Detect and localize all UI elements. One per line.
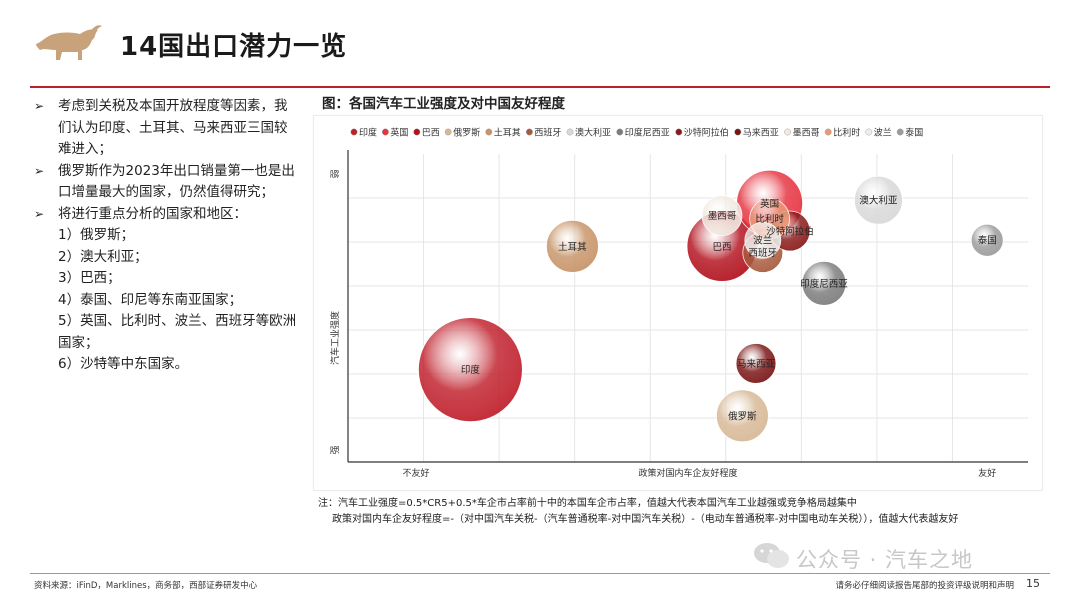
x-tick-label-right: 友好 bbox=[978, 467, 996, 479]
legend-label: 马来西亚 bbox=[743, 128, 779, 139]
legend-label: 巴西 bbox=[422, 128, 440, 139]
legend-marker bbox=[382, 128, 389, 136]
legend-label: 比利时 bbox=[833, 127, 860, 139]
bubble-label: 西班牙 bbox=[749, 247, 778, 259]
legend-label: 印度 bbox=[359, 127, 377, 139]
legend-marker bbox=[675, 128, 683, 136]
chart-note: 注：汽车工业强度=0.5*CR5+0.5*车企市占率前十中的本国车企市占率，值越… bbox=[318, 496, 958, 528]
y-tick-label-bottom: 强 bbox=[330, 445, 341, 454]
legend-label: 墨西哥 bbox=[793, 128, 820, 139]
arrow-bullet-icon: ➢ bbox=[34, 99, 45, 113]
bubble-label: 俄罗斯 bbox=[728, 410, 757, 422]
bubble bbox=[715, 389, 769, 443]
bullet-item: ➢ 俄罗斯作为2023年出口销量第一也是出口增量最大的国家，仍然值得研究； bbox=[34, 161, 300, 204]
bullet-item: ➢ 将进行重点分析的国家和地区： bbox=[34, 204, 300, 226]
bullet-text: 俄罗斯作为2023年出口销量第一也是出口增量最大的国家，仍然值得研究； bbox=[58, 162, 295, 201]
bubble-label: 泰国 bbox=[978, 235, 997, 247]
bubble bbox=[545, 219, 599, 273]
disclaimer-text: 请务必仔细阅读报告尾部的投资评级说明和声明 bbox=[835, 581, 1014, 591]
bullet-item: ➢ 考虑到关税及本国开放程度等因素，我们认为印度、土耳其、马来西亚三国较难进入； bbox=[34, 96, 300, 161]
chart-frame: 印度 英国 巴西 俄罗斯 土耳其 西班牙 澳大利亚 印度尼西亚 沙特阿拉伯 马来西亚 墨西哥 比利时波… bbox=[314, 116, 1042, 490]
legend-label: 泰国 bbox=[905, 127, 923, 139]
bubble bbox=[735, 343, 777, 384]
bubble bbox=[801, 260, 847, 306]
legend-marker bbox=[444, 128, 452, 136]
legend-marker bbox=[734, 128, 742, 136]
sub-item: 3）巴西； bbox=[58, 270, 121, 286]
legend-label: 沙特阿拉伯 bbox=[684, 127, 729, 139]
legend-label: 西班牙 bbox=[534, 127, 561, 139]
legend-marker bbox=[485, 128, 493, 136]
legend-marker bbox=[896, 128, 904, 136]
y-axis-label: 汽车工业强度 bbox=[329, 311, 341, 365]
bubble-label: 墨西哥 bbox=[708, 211, 737, 222]
chart-legend: 印度 英国 巴西 俄罗斯 土耳其 西班牙 澳大利亚 印度尼西亚 沙特阿拉伯 马来西亚 墨西哥 比利时 波… bbox=[350, 127, 923, 139]
title-divider bbox=[30, 86, 1050, 88]
bubble bbox=[701, 195, 743, 236]
note-line-2: 政策对国内车企友好程度=-（对中国汽车关税-（汽车普通税率-对中国汽车关税）-（… bbox=[332, 514, 959, 525]
sub-item: 2）澳大利亚； bbox=[58, 248, 148, 265]
page-title: 14国出口潜力一览 bbox=[120, 32, 348, 62]
legend-label: 土耳其 bbox=[494, 127, 521, 139]
footer-divider bbox=[30, 573, 1050, 574]
legend-marker bbox=[616, 128, 624, 136]
bubble-label: 巴西 bbox=[712, 242, 731, 253]
x-tick-label-left: 不友好 bbox=[402, 467, 429, 479]
legend-label: 印度尼西亚 bbox=[625, 127, 670, 139]
arrow-bullet-icon: ➢ bbox=[34, 163, 45, 178]
bubble-label: 澳大利亚 bbox=[859, 195, 898, 207]
bubble-label: 波兰 bbox=[753, 235, 772, 247]
y-tick-label-top: 弱 bbox=[330, 169, 341, 178]
chart-heading: 图：各国汽车工业强度及对中国友好程度 bbox=[322, 96, 565, 112]
sub-item: 6）沙特等中东国家。 bbox=[58, 356, 189, 372]
bullet-text: 考虑到关税及本国开放程度等因素，我们认为印度、土耳其、马来西亚三国较难进入； bbox=[58, 98, 288, 157]
x-axis-label: 政策对国内车企友好程度 bbox=[638, 467, 737, 479]
legend-marker bbox=[566, 128, 574, 136]
legend-marker bbox=[865, 128, 873, 136]
sub-item: 1）俄罗斯； bbox=[58, 227, 135, 243]
bubble-label: 马来西亚 bbox=[737, 359, 776, 370]
bullet-list: ➢ 考虑到关税及本国开放程度等因素，我们认为印度、土耳其、马来西亚三国较难进入；… bbox=[34, 96, 300, 376]
legend-label: 澳大利亚 bbox=[575, 127, 611, 139]
bubble bbox=[744, 221, 782, 259]
source-note: 资料来源：iFinD，Marklines，商务部，西部证券研发中心 bbox=[34, 581, 258, 591]
bubble bbox=[417, 317, 523, 423]
legend-marker bbox=[525, 128, 533, 136]
bubble bbox=[854, 175, 903, 225]
bubble-label: 英国 bbox=[760, 198, 779, 210]
legend-marker bbox=[350, 128, 358, 136]
legend-marker bbox=[413, 128, 421, 136]
watermark-text: 公众号 · 汽车之地 bbox=[796, 548, 974, 572]
legend-marker bbox=[784, 128, 791, 136]
chart-bubbles bbox=[417, 169, 1004, 443]
legend-label: 波兰 bbox=[874, 127, 892, 139]
wechat-icon bbox=[754, 543, 789, 568]
bubble-chart: 印度 英国 巴西 俄罗斯 土耳其 西班牙 澳大利亚 印度尼西亚 沙特阿拉伯 马来西亚 墨西哥 比利时波… bbox=[329, 127, 1028, 479]
bubble-label: 沙特阿拉伯 bbox=[766, 226, 814, 238]
legend-marker bbox=[824, 128, 832, 136]
note-line-1: 注：汽车工业强度=0.5*CR5+0.5*车企市占率前十中的本国车企市占率，值越… bbox=[318, 498, 857, 509]
bubble-label: 印度尼西亚 bbox=[800, 278, 848, 290]
arrow-bullet-icon: ➢ bbox=[34, 206, 45, 221]
bubble bbox=[970, 223, 1004, 257]
bubble-label: 比利时 bbox=[755, 213, 784, 225]
bull-logo bbox=[36, 25, 102, 60]
legend-label: 俄罗斯 bbox=[453, 127, 480, 139]
bubble-label: 土耳其 bbox=[558, 241, 587, 253]
legend-label: 英国 bbox=[390, 127, 408, 139]
page-number: 15 bbox=[1026, 577, 1040, 590]
bubble-label: 印度 bbox=[461, 364, 481, 376]
sub-item: 4）泰国、印尼等东南亚国家； bbox=[58, 291, 243, 308]
sub-item: 5）英国、比利时、波兰、西班牙等欧洲国家； bbox=[58, 313, 297, 351]
bullet-text: 将进行重点分析的国家和地区： bbox=[58, 205, 247, 222]
